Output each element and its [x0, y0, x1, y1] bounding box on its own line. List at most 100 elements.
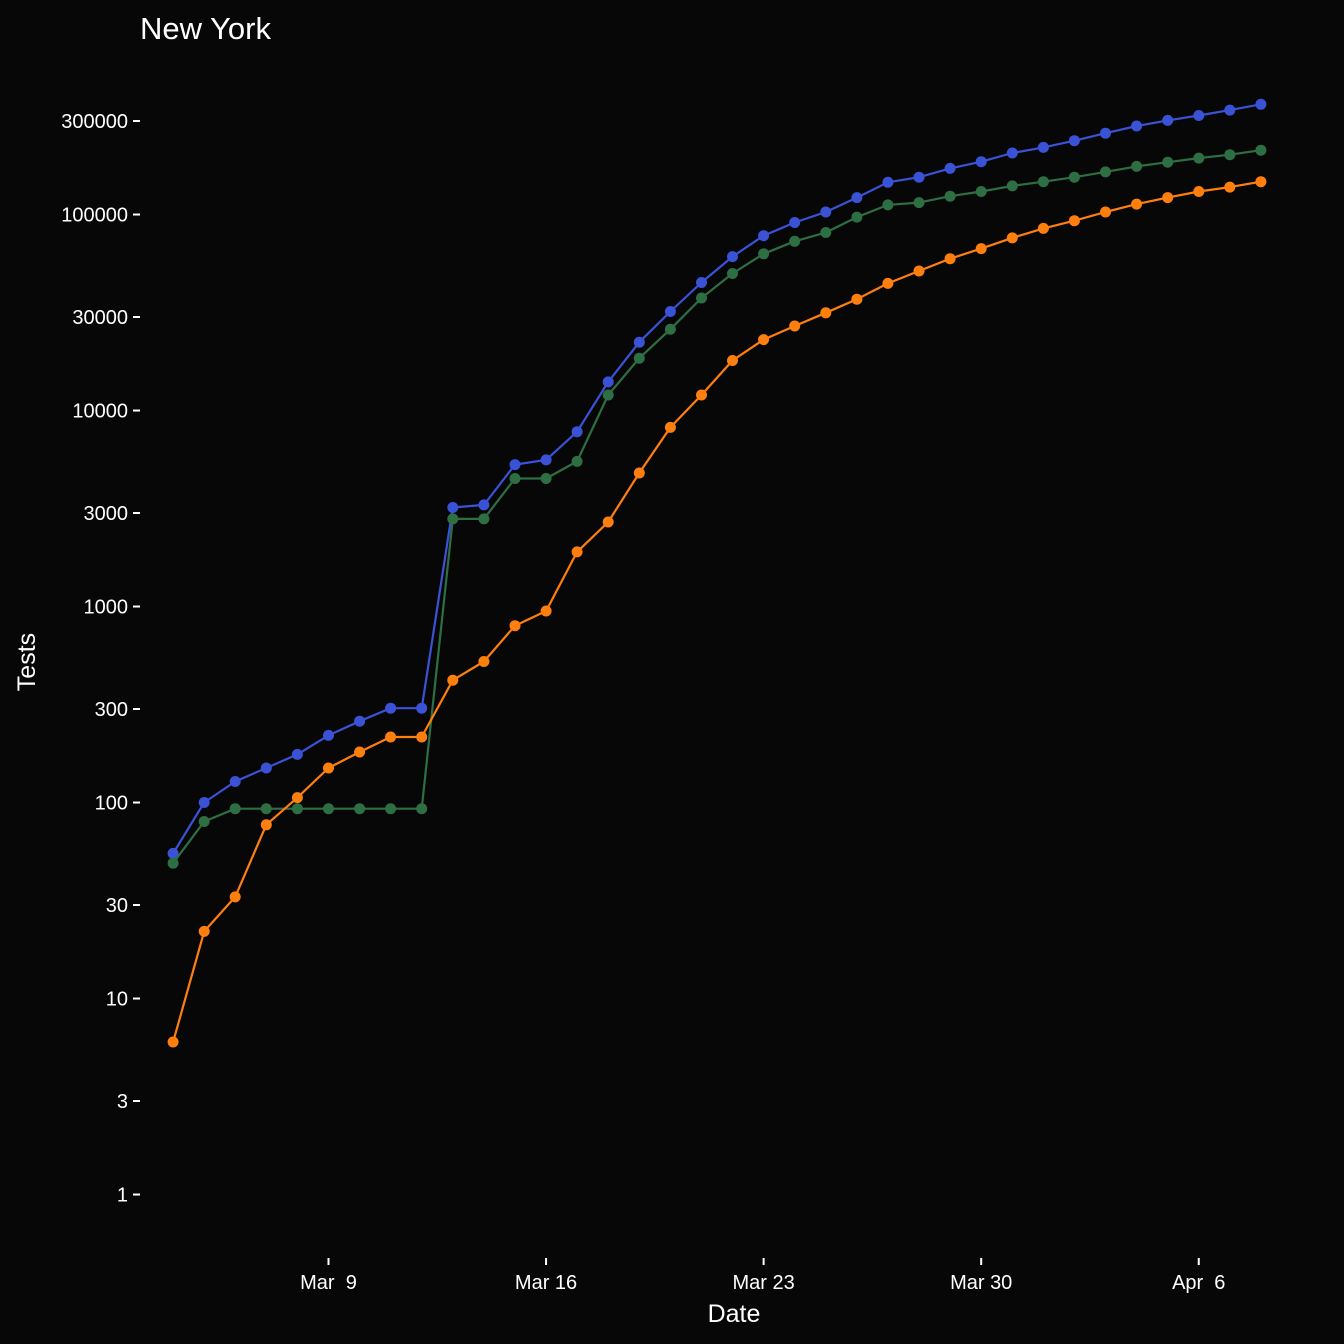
data-point	[602, 516, 614, 528]
data-point	[882, 199, 894, 211]
data-point	[789, 320, 801, 332]
x-tick-label: Mar 16	[515, 1272, 577, 1294]
data-point	[1100, 206, 1111, 218]
data-point	[291, 792, 303, 804]
data-point	[509, 473, 521, 484]
data-point	[727, 251, 738, 263]
y-tick-label: 100	[95, 793, 128, 815]
data-point	[1131, 160, 1143, 172]
data-point	[882, 176, 894, 188]
y-tick-label: 300	[95, 699, 128, 721]
data-point	[416, 803, 428, 815]
x-axis: Mar 9 Mar 16 Mar 23 Mar 30 Apr 6	[300, 1258, 1225, 1294]
data-point	[447, 502, 459, 513]
series-layer	[167, 98, 1267, 1048]
data-point	[1224, 181, 1236, 193]
data-point	[385, 731, 397, 743]
data-point	[260, 803, 272, 815]
x-tick-label: Mar 23	[732, 1272, 794, 1294]
data-point	[229, 776, 241, 787]
data-point	[758, 248, 770, 260]
y-tick-label: 1000	[84, 597, 129, 619]
data-point	[1006, 180, 1018, 192]
data-point	[571, 455, 583, 467]
data-point	[664, 421, 676, 433]
x-axis-title: Date	[708, 1300, 761, 1328]
data-point	[447, 513, 459, 525]
y-axis: 1 3 10 30 100 300 1000 3000 10000 30000 100000 3000…	[61, 111, 140, 1207]
data-point	[260, 762, 272, 774]
data-point	[1100, 166, 1111, 178]
data-point	[229, 803, 241, 815]
data-point	[478, 499, 490, 511]
data-point	[758, 230, 770, 242]
data-point	[1068, 215, 1080, 227]
data-point	[633, 336, 645, 348]
data-point	[944, 190, 956, 202]
data-point	[540, 473, 552, 484]
x-tick-label: Mar 30	[950, 1272, 1012, 1294]
data-point	[727, 355, 738, 366]
data-point	[447, 674, 459, 686]
data-point	[944, 162, 956, 174]
data-point	[1006, 232, 1018, 244]
data-point	[1037, 141, 1049, 153]
data-point	[1068, 171, 1080, 183]
data-point	[167, 847, 179, 859]
data-point	[851, 192, 863, 204]
data-point	[602, 389, 614, 401]
y-tick-label: 10000	[72, 401, 128, 423]
y-tick-label: 100000	[61, 205, 128, 227]
data-point	[416, 731, 428, 743]
data-point	[696, 277, 707, 288]
data-point	[509, 459, 521, 471]
data-point	[1193, 186, 1205, 197]
data-point	[198, 816, 210, 827]
chart-title: New York	[140, 11, 271, 46]
data-point	[913, 197, 925, 209]
data-point	[1255, 176, 1267, 188]
data-point	[198, 925, 210, 937]
data-point	[1224, 104, 1236, 116]
data-point	[1162, 192, 1174, 204]
data-point	[229, 891, 241, 903]
y-tick-label: 1	[117, 1185, 128, 1207]
data-point	[323, 729, 334, 741]
y-tick-label: 10	[106, 989, 128, 1011]
data-point	[975, 156, 987, 168]
data-point	[664, 323, 676, 335]
data-point	[882, 277, 894, 289]
data-point	[291, 748, 303, 760]
data-point	[975, 186, 987, 197]
data-point	[913, 171, 925, 183]
data-point	[540, 454, 552, 466]
data-point	[664, 306, 676, 317]
data-point	[913, 265, 925, 277]
data-point	[1037, 222, 1049, 234]
x-tick-label: Apr 6	[1172, 1272, 1225, 1294]
series-1	[167, 98, 1267, 859]
data-point	[820, 206, 832, 218]
data-point	[944, 253, 956, 265]
data-point	[1162, 156, 1174, 168]
data-point	[198, 797, 210, 808]
data-point	[758, 334, 770, 346]
data-point	[1193, 152, 1205, 164]
data-point	[323, 803, 334, 815]
data-point	[602, 376, 614, 388]
data-point	[1037, 176, 1049, 188]
data-point	[1131, 198, 1143, 210]
data-point	[789, 235, 801, 247]
data-point	[571, 426, 583, 438]
data-point	[385, 803, 397, 815]
data-point	[789, 217, 801, 228]
data-point	[696, 292, 707, 304]
data-point	[1255, 144, 1267, 156]
y-axis-title: Tests	[13, 633, 41, 691]
y-tick-label: 3	[117, 1091, 128, 1113]
data-point	[167, 857, 179, 869]
series-2	[167, 144, 1267, 869]
y-tick-label: 3000	[84, 503, 129, 525]
data-point	[571, 546, 583, 558]
